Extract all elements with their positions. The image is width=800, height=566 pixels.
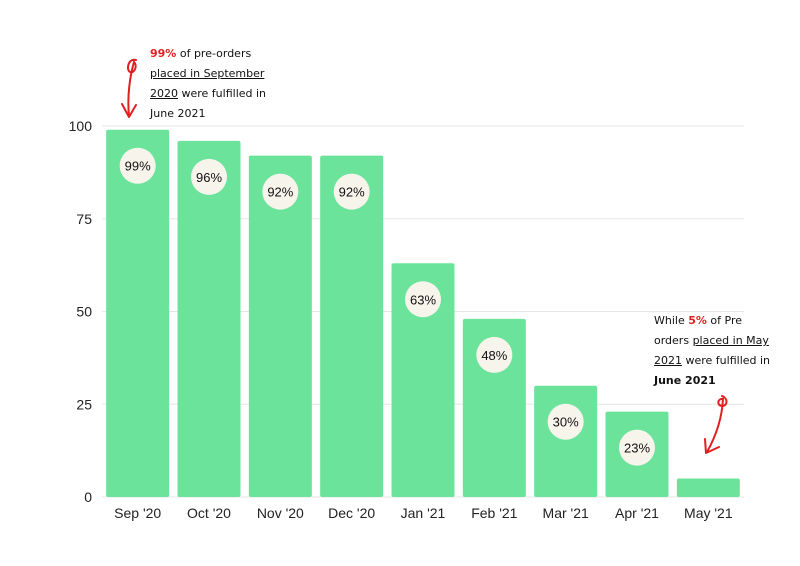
y-tick-label-0: 0 (84, 489, 92, 505)
x-tick-label-4: Jan '21 (401, 505, 446, 521)
annotation-last-highlight: 5% (688, 314, 707, 327)
annotation-first: 99% of pre-orders placed in September 20… (150, 44, 266, 124)
y-tick-label-3: 75 (76, 211, 92, 227)
data-labels: 99% 96% 92% 92% 63% 48% 30% 23% (119, 147, 655, 466)
data-label-badge-5 (476, 336, 513, 373)
x-tick-label-0: Sep '20 (114, 505, 161, 521)
x-tick-label-1: Oct '20 (187, 505, 231, 521)
bar-3 (320, 155, 384, 497)
y-axis: 0 25 50 75 100 (69, 118, 93, 505)
annotation-last: While 5% of Pre orders placed in May 202… (654, 311, 770, 391)
data-label-1: 96% (196, 170, 222, 185)
bar-0 (106, 129, 170, 497)
data-label-3: 92% (339, 185, 365, 200)
data-label-4: 63% (410, 292, 436, 307)
annotation-last-line2-pre: orders (654, 334, 693, 347)
x-tick-label-7: Apr '21 (615, 505, 659, 521)
annotation-last-line3: were fulfilled in (682, 354, 771, 367)
bar-4 (391, 263, 455, 497)
data-label-5: 48% (481, 348, 507, 363)
data-label-badge-2 (262, 173, 299, 210)
annotation-last-line3-underlined: 2021 (654, 354, 682, 367)
annotation-arrow-first (127, 58, 137, 117)
annotation-last-line4: June 2021 (654, 374, 716, 387)
annotation-arrows (121, 58, 728, 454)
annotation-arrowhead-last (704, 438, 720, 454)
annotation-first-line3: were fulfilled in (178, 87, 267, 100)
bar-1 (177, 140, 241, 497)
annotation-first-line1: of pre-orders (176, 47, 252, 60)
data-label-6: 30% (553, 415, 579, 430)
x-tick-label-3: Dec '20 (328, 505, 375, 521)
x-tick-label-5: Feb '21 (471, 505, 517, 521)
x-axis: Sep '20 Oct '20 Nov '20 Dec '20 Jan '21 Feb '… (114, 505, 733, 521)
y-tick-label-2: 50 (76, 304, 92, 320)
data-label-badge-1 (191, 158, 227, 195)
data-label-badge-0 (119, 147, 156, 184)
bar-8 (676, 478, 740, 497)
data-label-2: 92% (267, 185, 293, 200)
x-tick-label-2: Nov '20 (257, 505, 304, 521)
annotation-last-line2-underlined: placed in May (692, 334, 769, 347)
annotation-last-line1-pre: While (654, 314, 689, 327)
y-tick-label-1: 25 (76, 396, 92, 412)
data-label-badge-4 (405, 281, 441, 318)
annotation-arrow-last (706, 395, 728, 453)
data-label-7: 23% (624, 441, 650, 456)
annotation-first-highlight: 99% (150, 47, 177, 60)
bar-2 (248, 155, 312, 497)
annotation-first-line4: June 2021 (150, 107, 206, 120)
y-tick-label-4: 100 (69, 118, 93, 134)
data-label-0: 99% (125, 159, 151, 174)
annotation-first-line3-underlined: 2020 (150, 87, 178, 100)
x-tick-label-8: May '21 (684, 505, 733, 521)
data-label-badge-3 (333, 173, 370, 210)
annotation-last-line1: of Pre (706, 314, 743, 327)
data-label-badge-6 (547, 403, 584, 440)
annotation-first-line2: placed in September (150, 67, 265, 80)
x-tick-label-6: Mar '21 (543, 505, 589, 521)
annotation-arrowhead-first (121, 103, 137, 118)
data-label-badge-7 (619, 429, 655, 466)
bar-6 (534, 385, 598, 497)
